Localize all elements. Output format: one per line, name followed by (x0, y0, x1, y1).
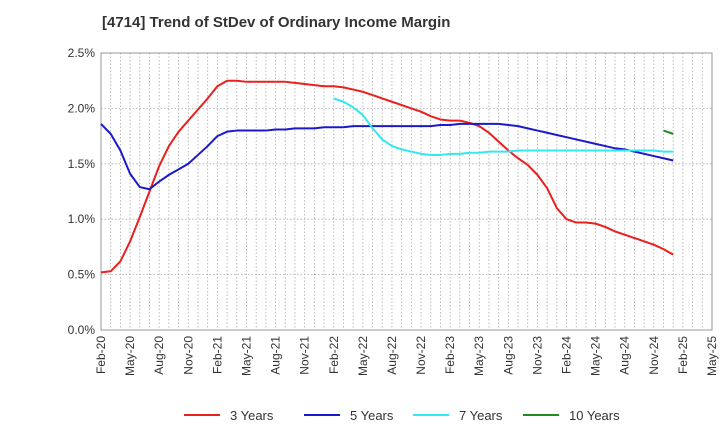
legend-item: 3 Years (184, 404, 273, 426)
x-tick-label: May-24 (589, 336, 603, 376)
series-line-10-years (663, 129, 674, 135)
x-tick-label: Nov-23 (530, 336, 544, 375)
x-tick-label: Nov-20 (181, 336, 195, 375)
legend-label: 10 Years (569, 407, 620, 423)
y-tick-label: 1.5% (68, 157, 96, 171)
y-tick-label: 1.0% (68, 212, 96, 226)
legend-item: 7 Years (413, 404, 502, 426)
legend-swatch (523, 414, 559, 416)
y-tick-label: 0.0% (68, 323, 96, 337)
x-tick-label: Feb-24 (560, 336, 574, 374)
x-tick-label: Feb-23 (443, 336, 457, 374)
x-tick-label: Aug-23 (501, 336, 515, 375)
x-tick-label: Aug-21 (269, 336, 283, 375)
x-tick-label: Feb-25 (676, 336, 690, 374)
x-tick-label: May-25 (705, 336, 719, 376)
series-lines (100, 79, 674, 274)
legend-item: 10 Years (523, 404, 620, 426)
x-tick-label: Feb-21 (210, 336, 224, 374)
grid (101, 53, 712, 330)
legend-swatch (413, 414, 449, 416)
y-tick-label: 0.5% (68, 268, 96, 282)
y-tick-label: 2.5% (68, 46, 96, 60)
chart-title: [4714] Trend of StDev of Ordinary Income… (102, 14, 451, 31)
legend-label: 7 Years (459, 407, 503, 423)
series-line-5-years (100, 122, 674, 191)
x-tick-label: Nov-22 (414, 336, 428, 375)
series-line-7-years (333, 97, 674, 156)
x-tick-label: May-22 (356, 336, 370, 376)
series-line-3-years (100, 79, 674, 274)
legend-label: 5 Years (350, 407, 394, 423)
legend-item: 5 Years (304, 404, 393, 426)
legend-label: 3 Years (230, 407, 274, 423)
y-tick-label: 2.0% (68, 101, 96, 115)
legend: 3 Years 5 Years 7 Years 10 Years (0, 404, 720, 426)
x-tick-label: Nov-21 (298, 336, 312, 375)
x-tick-label: May-23 (472, 336, 486, 376)
x-tick-label: May-21 (239, 336, 253, 376)
x-axis-tick-labels: Feb-20 May-20 Aug-20 Nov-20 Feb-21 May-21 Aug-… (94, 336, 719, 376)
x-tick-label: Feb-20 (94, 336, 108, 374)
x-tick-label: Aug-24 (618, 336, 632, 375)
y-axis-tick-labels: 0.0% 0.5% 1.0% 1.5% 2.0% 2.5% (68, 46, 96, 337)
x-tick-label: Aug-20 (152, 336, 166, 375)
legend-swatch (304, 414, 340, 416)
x-tick-label: Nov-24 (647, 336, 661, 375)
x-tick-label: May-20 (123, 336, 137, 376)
x-tick-label: Feb-22 (327, 336, 341, 374)
plot-area (100, 52, 713, 331)
legend-swatch (184, 414, 220, 416)
x-tick-label: Aug-22 (385, 336, 399, 375)
